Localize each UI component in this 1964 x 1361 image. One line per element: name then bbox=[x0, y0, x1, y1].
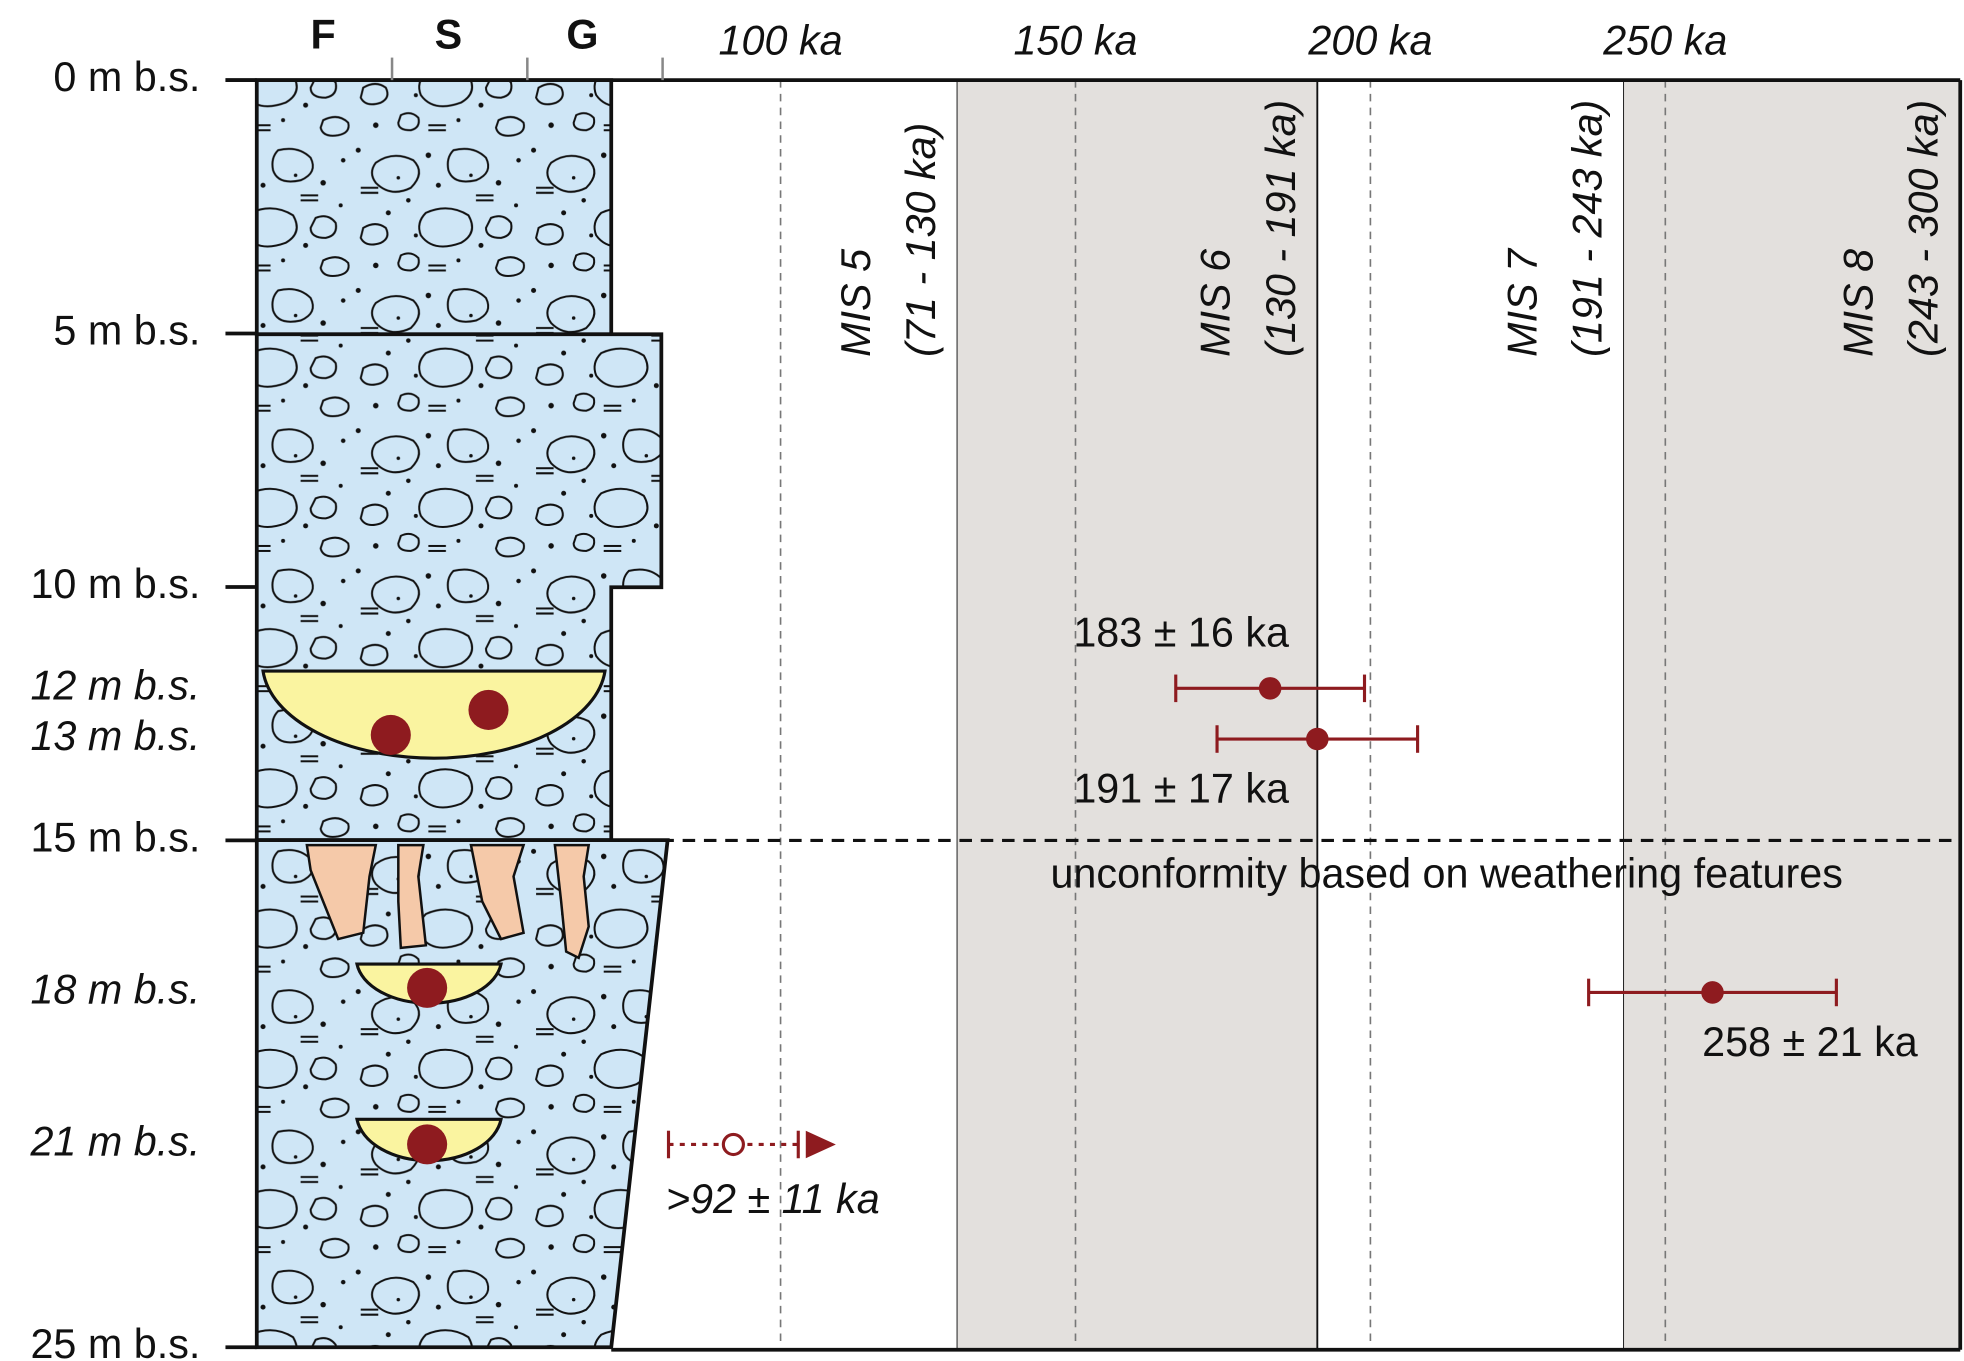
y-tick-label: 0 m b.s. bbox=[53, 54, 200, 100]
log-unit bbox=[254, 838, 670, 1350]
sample-age-label: 183 ± 16 ka bbox=[1073, 610, 1289, 656]
minimum-arrow bbox=[805, 1130, 836, 1159]
grain-size-label: S bbox=[435, 11, 463, 57]
stage-range: (243 - 300 ka) bbox=[1901, 100, 1947, 357]
y-tick-label: 10 m b.s. bbox=[30, 561, 200, 607]
stage-name: MIS 5 bbox=[833, 248, 879, 357]
stage-name: MIS 8 bbox=[1836, 249, 1882, 357]
x-tick-label: 150 ka bbox=[1013, 18, 1137, 64]
stage-band bbox=[957, 80, 1318, 1349]
sample-lens bbox=[261, 669, 607, 760]
y-tick-label: 5 m b.s. bbox=[53, 307, 200, 353]
sample-depth-label: 18 m b.s. bbox=[30, 966, 200, 1012]
sample-depth-label: 12 m b.s. bbox=[30, 662, 200, 708]
stage-bands bbox=[956, 80, 1961, 1349]
x-tick-label: 100 ka bbox=[719, 18, 843, 64]
stage-range: (130 - 191 ka) bbox=[1258, 100, 1304, 357]
weathering-feature bbox=[469, 843, 526, 941]
overlay: MIS 5 (71 - 130 ka) MIS 6 (130 - 191 ka) MIS… bbox=[29, 18, 1961, 1361]
stage-name: MIS 6 bbox=[1193, 249, 1239, 357]
grain-size-label: F bbox=[311, 11, 336, 57]
sample-point bbox=[1701, 981, 1724, 1004]
log-unit bbox=[254, 332, 664, 843]
weathering-feature bbox=[305, 843, 378, 941]
sample-dot bbox=[370, 714, 411, 755]
sample-age-label: >92 ± 11 ka bbox=[666, 1176, 880, 1222]
grain-size-header: F S G bbox=[311, 11, 599, 57]
y-tick-label: 15 m b.s. bbox=[30, 814, 200, 860]
y-tick-label: 25 m b.s. bbox=[30, 1321, 200, 1361]
grain-size-label: G bbox=[566, 11, 598, 57]
frame bbox=[225, 57, 1963, 1352]
sample-age-label: 191 ± 17 ka bbox=[1073, 766, 1289, 812]
weathering-feature bbox=[553, 843, 591, 960]
sample-depth-label: 13 m b.s. bbox=[30, 713, 200, 759]
stage-band bbox=[1624, 80, 1961, 1349]
sample-point bbox=[1258, 677, 1282, 700]
sample-dot bbox=[407, 967, 448, 1008]
grid bbox=[779, 80, 1667, 1348]
x-tick-label: 200 ka bbox=[1307, 18, 1432, 64]
stage-range: (191 - 243 ka) bbox=[1564, 100, 1610, 357]
sample-depth-label: 21 m b.s. bbox=[29, 1118, 200, 1164]
log-unit bbox=[254, 78, 614, 337]
sample-point bbox=[1306, 727, 1329, 751]
stage-name: MIS 7 bbox=[1499, 247, 1545, 357]
weathering-feature bbox=[397, 843, 428, 950]
stage-band-group bbox=[956, 80, 1961, 1349]
x-tick-label: 250 ka bbox=[1602, 18, 1727, 64]
sample-dot bbox=[407, 1124, 448, 1165]
sample-age-label: 258 ± 21 ka bbox=[1702, 1019, 1918, 1065]
unconformity-label: unconformity based on weathering feature… bbox=[1050, 851, 1842, 897]
sample-point bbox=[721, 1132, 745, 1157]
sediment-log bbox=[254, 78, 670, 1350]
sample-dot bbox=[468, 689, 509, 730]
stage-range: (71 - 130 ka) bbox=[898, 123, 944, 357]
